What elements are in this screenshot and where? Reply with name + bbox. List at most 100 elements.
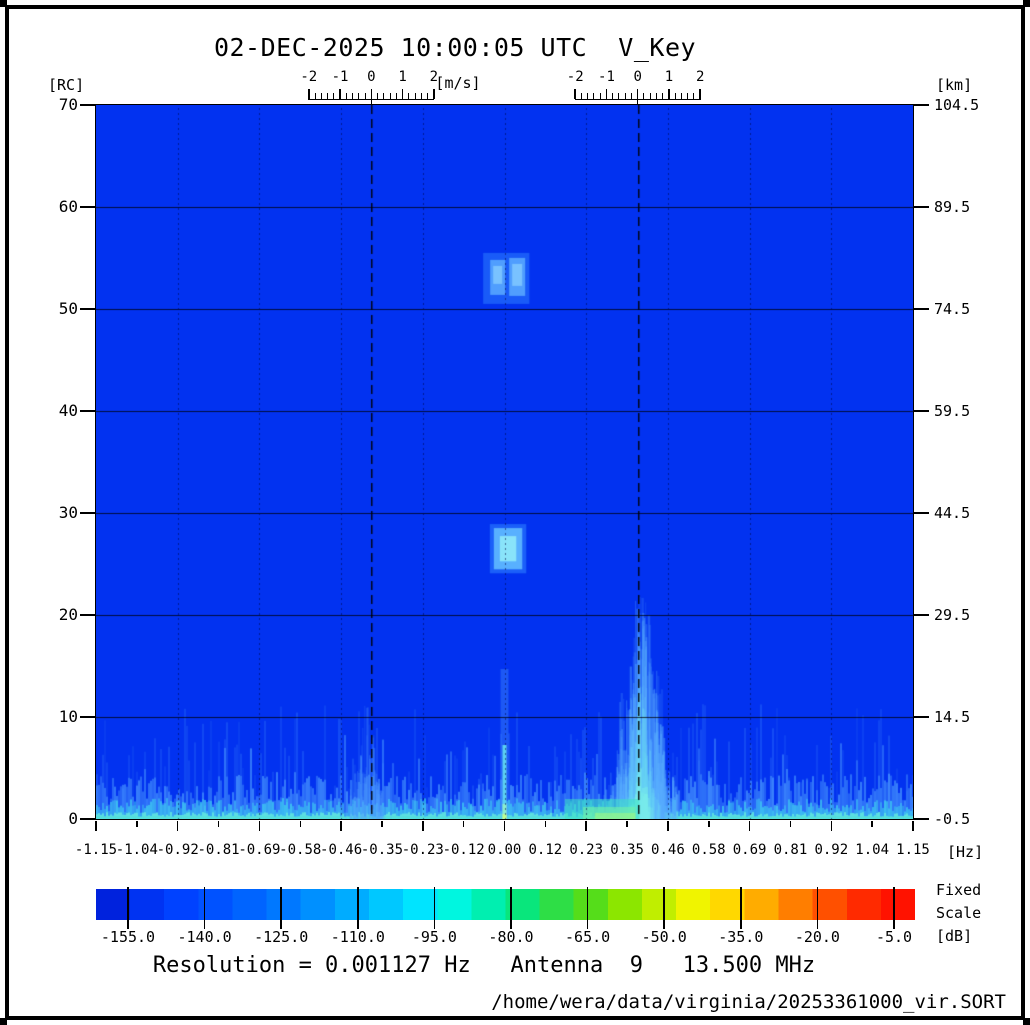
bottom-axis-tick-label: 0.12 [528,842,563,858]
velocity-ruler-minor-tick [327,93,329,99]
bottom-axis-tick [381,821,383,827]
bottom-axis-tick-label: -0.35 [360,842,404,858]
colorbar-tick [816,887,819,929]
corner-mark [0,0,7,7]
corner-mark [1023,1018,1030,1025]
velocity-ruler-minor-tick [593,93,595,99]
velocity-ruler-tick-label: -2 [300,69,318,85]
velocity-ruler-minor-tick [643,93,645,99]
left-axis-tick [80,818,96,820]
plot-frame [95,104,914,820]
bottom-axis-tick [176,821,179,831]
right-axis-tick-label: 14.5 [934,708,971,726]
velocity-ruler-tick-label: 0 [367,69,376,85]
colorbar-tick-label: -5.0 [875,928,913,946]
colorbar-tick [893,887,895,929]
right-axis-tick-label: 44.5 [934,504,971,522]
velocity-ruler-minor-tick [662,93,664,99]
colorbar-tick-label: -65.0 [565,928,611,946]
colorbar-tick-label: -80.0 [488,928,534,946]
footer-info: Resolution = 0.001127 Hz Antenna 9 13.50… [152,953,816,978]
left-axis-tick-label: 20 [58,605,78,624]
velocity-ruler-tick-label: -1 [598,69,615,85]
bottom-axis-tick [422,821,424,831]
velocity-ruler-tick-label: -2 [566,69,584,85]
left-axis-tick [80,410,96,412]
velocity-ruler-tick-label: 2 [695,69,705,85]
left-axis-tick-label: 0 [68,809,78,828]
velocity-ruler-minor-tick [693,93,695,99]
colorbar-tick-label: -50.0 [641,928,687,946]
colorbar-tick-label: -110.0 [330,928,385,946]
bottom-axis-tick [217,821,220,827]
left-axis-tick [80,614,96,616]
left-axis-tick [80,308,96,310]
velocity-ruler-major-tick [433,89,435,99]
velocity-ruler-tick-label: 0 [633,69,642,85]
right-axis-tick [914,512,929,514]
bottom-axis-unit: [Hz] [947,843,984,861]
bottom-axis-tick-label: 1.15 [896,842,930,858]
velocity-ruler-minor-tick [599,93,601,99]
bottom-axis-tick [503,821,506,831]
colorbar-tick-label: -35.0 [718,928,764,946]
colorbar-unit: [dB] [936,927,973,945]
left-axis-tick-label: 50 [58,299,78,318]
right-axis-tick-label: 74.5 [934,300,971,318]
bottom-axis-tick-label: 0.58 [691,842,726,858]
velocity-ruler-major-tick [699,89,701,99]
bottom-axis-tick [912,821,914,831]
bottom-axis-tick [789,821,792,827]
left-axis-tick [80,104,96,106]
velocity-ruler-baseline [308,98,435,100]
velocity-ruler-minor-tick [680,93,682,99]
colorbar-tick [280,887,282,929]
velocity-ruler-major-tick [339,89,341,99]
right-axis-tick [914,206,929,208]
velocity-ruler-minor-tick [333,93,335,99]
velocity-ruler-minor-tick [649,93,651,99]
bottom-axis-tick-label: -0.46 [320,842,363,858]
bottom-axis-tick [585,821,587,831]
velocity-ruler-minor-tick [630,93,632,99]
velocity-ruler-major-tick [308,89,310,99]
corner-mark [1023,0,1030,7]
bottom-axis-tick-label: -1.04 [115,842,158,858]
right-axis-tick [914,716,929,718]
left-axis-tick-label: 70 [58,95,78,114]
colorbar-tick [740,887,742,929]
right-axis-tick [914,104,929,106]
bottom-axis-tick [136,821,138,827]
velocity-ruler-minor-tick [687,93,689,99]
bottom-axis-tick [95,821,97,831]
bottom-axis-tick-label: 0.35 [610,842,644,858]
bottom-axis-tick [462,821,465,827]
bottom-axis-tick-label: -0.69 [238,842,281,858]
velocity-ruler-minor-tick [377,93,379,99]
velocity-ruler-minor-tick [674,93,676,99]
bottom-axis-tick-label: 0.92 [814,842,849,858]
bottom-axis-tick [544,821,547,827]
colorbar-tick [510,887,512,929]
velocity-ruler-minor-tick [414,93,416,99]
bottom-axis-tick [667,821,669,831]
velocity-ruler-tick-label: -1 [331,69,349,85]
colorbar-tick-label: -140.0 [177,928,232,946]
velocity-ruler-center-tick [370,100,372,105]
velocity-ruler-center-tick [637,100,639,105]
bottom-axis-tick-label: 0.69 [732,842,767,858]
colorbar-scale-note-line1: Fixed [936,881,982,899]
right-axis-tick [914,614,929,616]
velocity-ruler-minor-tick [427,93,429,99]
velocity-ruler-minor-tick [408,93,410,99]
right-axis-tick-label: 104.5 [934,96,980,114]
right-axis-tick-label: 89.5 [934,198,971,216]
bottom-axis-tick [626,821,628,827]
velocity-axis-unit: [m/s] [435,74,481,92]
right-axis-tick [914,308,929,310]
velocity-ruler-minor-tick [389,93,391,99]
velocity-ruler-major-tick [636,89,639,99]
bottom-axis-tick-label: -0.81 [197,842,240,858]
bottom-axis-tick-label: 0.81 [773,842,808,858]
